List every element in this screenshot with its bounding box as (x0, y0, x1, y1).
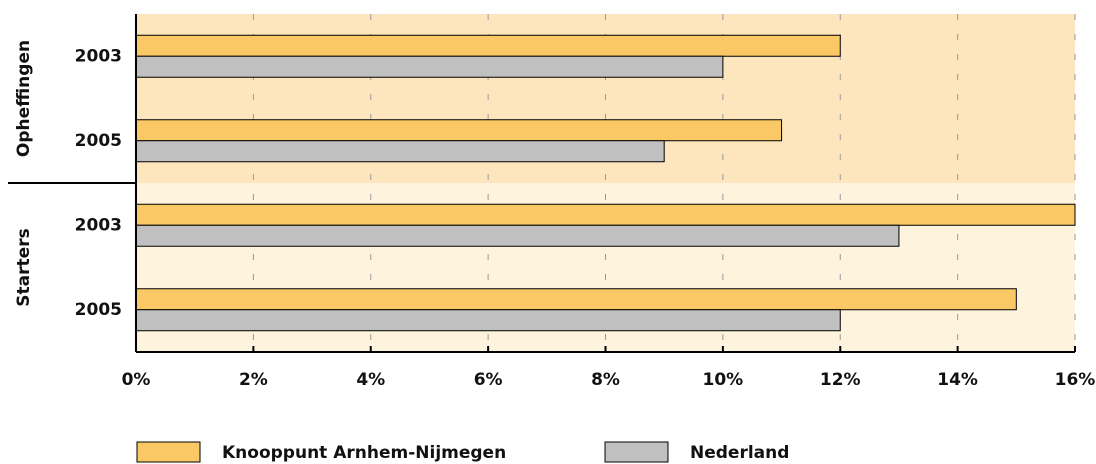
x-tick-label: 2% (239, 370, 268, 390)
bar (135, 288, 1017, 311)
bar (135, 119, 783, 142)
group-label: Starters (14, 228, 34, 306)
bar (135, 309, 841, 332)
group-label: Opheffingen (14, 40, 34, 157)
y-tick-label: 2005 (75, 131, 122, 151)
x-tick-label: 16% (1055, 370, 1096, 390)
y-tick-label: 2003 (75, 46, 122, 66)
x-tick-label: 6% (474, 370, 503, 390)
x-tick-label: 12% (820, 370, 861, 390)
bar (135, 224, 900, 247)
legend-swatch (136, 441, 201, 463)
y-tick-label: 2005 (75, 300, 122, 320)
x-tick-label: 14% (937, 370, 978, 390)
bar (135, 140, 665, 163)
legend-label: Nederland (690, 443, 789, 463)
x-tick-label: 8% (591, 370, 620, 390)
x-tick-label: 4% (356, 370, 385, 390)
x-tick-label: 10% (703, 370, 744, 390)
x-tick-label: 0% (122, 370, 151, 390)
bar (135, 34, 841, 57)
legend-label: Knooppunt Arnhem-Nijmegen (222, 443, 506, 463)
legend-swatch (604, 441, 669, 463)
bar (135, 203, 1076, 226)
y-tick-label: 2003 (75, 215, 122, 235)
bar (135, 55, 724, 78)
